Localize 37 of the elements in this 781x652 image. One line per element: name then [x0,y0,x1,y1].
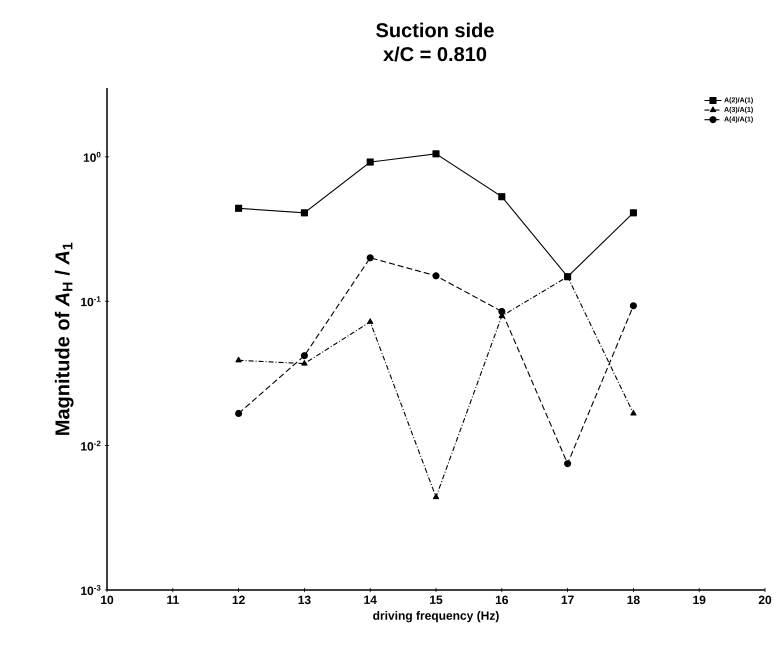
point [367,318,374,324]
y-tick-label: 10$^{-3}$ [81,584,101,596]
x-tick-label: 10 [101,596,114,604]
point [300,209,308,216]
chart-subtitle: x/C = 0.810 [383,46,486,62]
x-tick-label: 12 [232,596,245,604]
point [301,360,308,366]
point [235,356,242,362]
point [630,410,637,416]
y-tick-label: 10$^{-2}$ [81,440,101,451]
y-tick-label: 10$^{-1}$ [81,296,101,306]
point [630,209,637,216]
point [366,254,374,262]
point [432,150,440,158]
x-tick-label: 16 [496,596,508,604]
point [630,302,637,310]
x-tick-label: 13 [298,596,311,604]
x-tick-label: 20 [758,596,772,604]
point [498,193,506,200]
point [498,308,506,315]
y-tick-label: 10$^{0}$ [84,152,101,162]
x-tick-label: 18 [627,596,640,604]
x-tick-label: 15 [430,596,442,604]
x-tick-label: 19 [693,596,706,604]
x-tick-label: 17 [562,596,574,604]
point [235,204,242,212]
chart-title: Suction side [376,22,494,38]
point [235,410,242,418]
x-tick-label: 11 [167,596,179,604]
y-axis-title: Magnitude of A$_{H}$ / A$_{1}$ [54,242,74,435]
x-axis-title: driving frequency (Hz) [373,611,499,622]
point [366,158,374,166]
point [564,460,572,468]
x-tick-label: 14 [364,596,377,604]
point [300,352,308,360]
point [432,272,440,280]
point [432,494,440,500]
